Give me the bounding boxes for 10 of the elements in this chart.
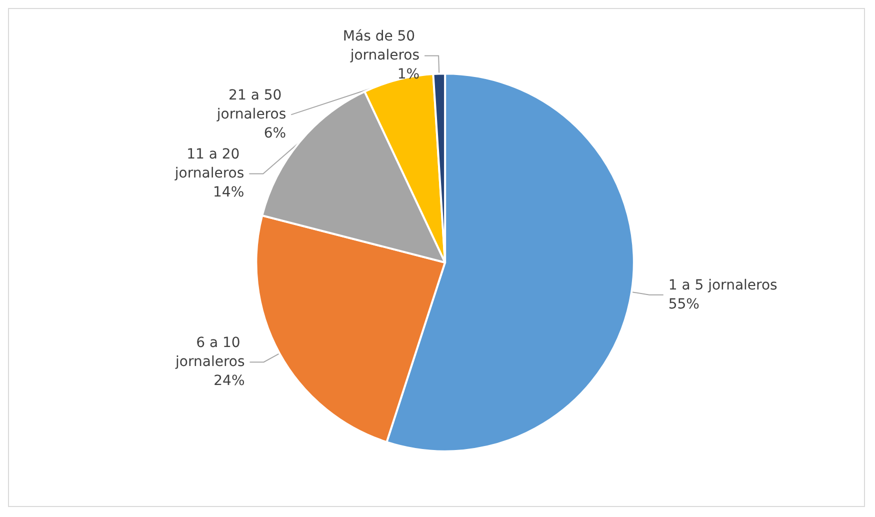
data-label: 14% <box>213 184 244 201</box>
slice-label: 21 a 50 jornaleros <box>216 88 286 123</box>
data-label: 55% <box>668 296 700 312</box>
data-label: 6% <box>264 126 286 142</box>
data-label: 1% <box>397 66 420 83</box>
slice-label: Más de 50 jornaleros <box>342 28 420 64</box>
slice-label: 1 a 5 jornaleros <box>668 277 778 294</box>
data-label: 24% <box>214 373 245 390</box>
slice-label: 11 a 20 jornaleros <box>174 146 244 182</box>
slice-label: 6 a 10 jornaleros <box>174 335 245 370</box>
